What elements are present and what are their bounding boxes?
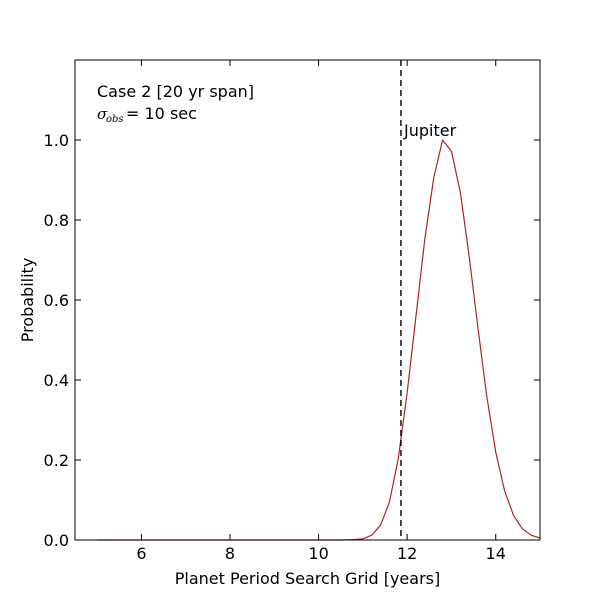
x-tick-label: 14 (486, 544, 506, 563)
y-tick-label: 0.0 (44, 531, 69, 550)
sigma-annotation: σ obs = 10 sec (97, 104, 197, 125)
sigma-symbol: σ (97, 105, 108, 123)
case-annotation: Case 2 [20 yr span] (97, 82, 254, 101)
plot-area (97, 60, 541, 541)
axes: 6 8 10 12 14 0.0 0.2 0.4 0.6 0.8 1.0 (44, 59, 541, 563)
y-tick-label: 1.0 (44, 131, 69, 150)
sigma-value: = 10 sec (126, 104, 197, 123)
plot-frame (74, 59, 541, 541)
x-tick-label: 8 (225, 544, 235, 563)
x-tick-label: 10 (308, 544, 328, 563)
y-tick-label: 0.4 (44, 371, 69, 390)
series-line-0 (97, 139, 541, 541)
y-tick-label: 0.8 (44, 211, 69, 230)
sigma-subscript: obs (106, 114, 124, 125)
x-tick-label: 12 (397, 544, 417, 563)
y-tick-label: 0.2 (44, 451, 69, 470)
y-axis-label: Probability (18, 258, 37, 343)
x-tick-label: 6 (136, 544, 146, 563)
jupiter-label: Jupiter (403, 121, 457, 140)
x-axis-label: Planet Period Search Grid [years] (175, 569, 440, 588)
y-tick-label: 0.6 (44, 291, 69, 310)
